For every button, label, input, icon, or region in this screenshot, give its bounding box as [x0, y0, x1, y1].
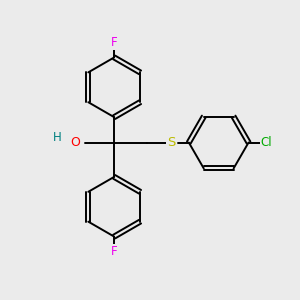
Text: S: S — [167, 136, 176, 149]
Text: F: F — [111, 36, 118, 49]
Text: Cl: Cl — [261, 136, 272, 149]
Text: F: F — [111, 245, 118, 258]
Text: H: H — [53, 131, 62, 144]
Text: O: O — [70, 136, 80, 149]
